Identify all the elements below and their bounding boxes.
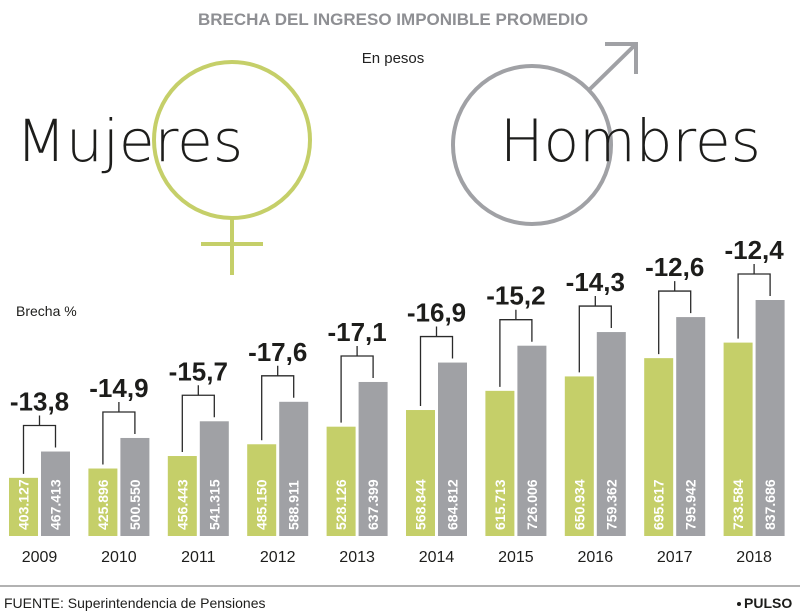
gap-value-label: -12,4 (724, 235, 784, 265)
bar-value-label: 568.844 (413, 479, 429, 530)
bar-group: 403.127 467.413 2009 -13,8 425.896 500.550 201… (9, 235, 785, 566)
gap-value-label: -14,3 (566, 267, 625, 297)
year-label: 2013 (339, 549, 375, 566)
bar-mujeres (485, 390, 515, 536)
chart-subtitle: En pesos (362, 50, 425, 67)
female-symbol-icon (152, 60, 312, 275)
bar-mujeres (564, 376, 594, 536)
male-symbol-icon (451, 42, 638, 226)
bar-mujeres (247, 444, 277, 536)
bar-mujeres (406, 410, 435, 536)
year-label: 2011 (181, 549, 216, 566)
bar-hombres (41, 451, 70, 536)
gap-value-label: -15,7 (169, 356, 228, 386)
bar-value-label: 650.934 (571, 479, 587, 530)
bar-mujeres (167, 456, 197, 536)
bar-value-label: 467.413 (48, 479, 64, 530)
bar-value-label: 485.150 (254, 479, 270, 530)
bar-value-label: 541.315 (206, 479, 222, 530)
brand-name: PULSO (744, 595, 792, 611)
gap-bracket (499, 309, 533, 387)
bar-value-label: 637.399 (365, 479, 381, 530)
year-label: 2016 (578, 549, 614, 566)
gap-value-label: -16,9 (407, 298, 466, 328)
gap-bracket (658, 281, 692, 355)
source-note: FUENTE: Superintendencia de Pensiones (4, 595, 265, 611)
bar-value-label: 615.713 (492, 479, 508, 530)
bar-value-label: 403.127 (16, 479, 32, 530)
bar-value-label: 726.006 (524, 479, 540, 530)
year-label: 2018 (736, 549, 772, 566)
gap-value-label: -17,1 (327, 317, 386, 347)
bar-hombres (199, 421, 229, 536)
gap-value-label: -14,9 (89, 373, 148, 403)
bar-value-label: 500.550 (127, 479, 143, 530)
bar-hombres (358, 381, 388, 536)
gap-bracket (419, 326, 454, 407)
bar-mujeres (644, 358, 674, 536)
bar-hombres (438, 362, 467, 536)
year-label: 2017 (657, 549, 693, 566)
bar-value-label: 425.896 (95, 479, 111, 530)
bar-value-label: 795.942 (683, 479, 699, 530)
women-label: Mujeres (16, 107, 243, 175)
bar-mujeres (88, 468, 118, 536)
gap-bracket (737, 264, 771, 339)
chart-title: BRECHA DEL INGRESO IMPONIBLE PROMEDIO (198, 10, 588, 29)
bar-value-label: 528.126 (333, 479, 349, 530)
gap-bracket (261, 365, 295, 441)
bar-value-label: 695.617 (651, 479, 667, 530)
gap-value-label: -13,8 (10, 387, 69, 417)
gap-value-label: -15,2 (486, 281, 545, 311)
year-label: 2009 (22, 549, 58, 566)
year-label: 2012 (260, 549, 296, 566)
year-label: 2015 (498, 549, 534, 566)
bar-hombres (755, 300, 785, 536)
bar-mujeres (9, 477, 38, 536)
gap-percent-label: Brecha % (16, 303, 77, 319)
bar-hombres (279, 401, 309, 536)
bar-value-label: 588.911 (286, 480, 302, 530)
bar-hombres (596, 332, 626, 536)
bar-mujeres (723, 342, 753, 536)
gap-value-label: -12,6 (645, 252, 704, 282)
bar-hombres (120, 437, 150, 536)
gap-bracket (578, 296, 612, 373)
bar-hombres (676, 317, 706, 536)
year-label: 2014 (419, 549, 455, 566)
year-label: 2010 (101, 549, 137, 566)
gap-bracket (340, 345, 374, 423)
bar-mujeres (326, 426, 356, 536)
men-label: Hombres (500, 107, 761, 175)
bar-value-label: 456.443 (174, 479, 190, 530)
gap-bracket (102, 401, 136, 465)
bar-value-label: 759.362 (603, 479, 619, 530)
bar-value-label: 733.584 (730, 479, 746, 530)
bar-hombres (517, 345, 547, 536)
gap-value-label: -17,6 (248, 337, 307, 367)
brand-bullet (737, 602, 741, 606)
bar-value-label: 684.812 (445, 479, 461, 530)
bar-value-label: 837.686 (762, 479, 778, 530)
gap-bracket (181, 385, 215, 453)
gap-bracket (22, 415, 57, 474)
